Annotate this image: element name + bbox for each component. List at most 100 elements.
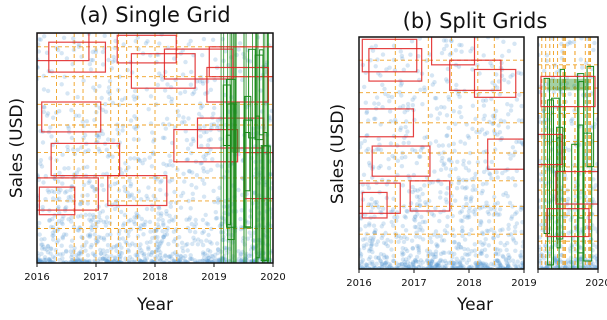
scatter-point [134, 211, 139, 216]
scatter-point [482, 247, 488, 252]
scatter-point [460, 218, 465, 224]
scatter-point [63, 249, 69, 254]
scatter-point [396, 265, 402, 269]
scatter-point [466, 213, 471, 218]
red-box [540, 75, 596, 108]
scatter-point [84, 240, 89, 245]
scatter-point [479, 191, 484, 196]
scatter-point [458, 262, 463, 268]
red-box [206, 66, 269, 103]
scatter-point [475, 160, 481, 165]
scatter-point [422, 88, 427, 93]
scatter-point [472, 212, 478, 217]
scatter-point [451, 260, 456, 266]
scatter-point [74, 253, 79, 258]
scatter-point [373, 227, 378, 233]
scatter-point [517, 92, 522, 98]
x-tick-label: 2017 [83, 272, 108, 283]
scatter-point [190, 91, 195, 97]
scatter-point [161, 121, 166, 127]
scatter-point [205, 222, 211, 227]
scatter-point [438, 167, 444, 172]
scatter-point [368, 261, 373, 266]
scatter-point [114, 248, 119, 253]
scatter-point [216, 257, 221, 262]
scatter-point [508, 232, 514, 237]
scatter-point [427, 249, 433, 254]
scatter-point [563, 264, 568, 269]
scatter-point [446, 94, 451, 100]
scatter-point [538, 247, 542, 253]
scatter-point [116, 102, 122, 108]
scatter-point [457, 110, 462, 115]
scatter-point [81, 78, 86, 83]
scatter-point [160, 259, 165, 263]
scatter-point [146, 245, 151, 250]
scatter-point [43, 173, 48, 179]
scatter-point [403, 263, 409, 268]
scatter-point [205, 253, 210, 258]
scatter-point [470, 187, 475, 193]
scatter-point [126, 194, 131, 199]
scatter-point [432, 95, 438, 101]
scatter-point [466, 214, 472, 220]
scatter-point [380, 263, 385, 268]
scatter-point [66, 195, 72, 200]
scatter-point [78, 213, 84, 218]
scatter-point [578, 230, 583, 235]
scatter-point [416, 264, 421, 269]
scatter-point [213, 216, 219, 221]
scatter-point [475, 264, 481, 269]
scatter-point [137, 158, 143, 163]
green-box [230, 102, 240, 153]
scatter-point [447, 173, 452, 178]
scatter-point [56, 238, 61, 243]
scatter-point [104, 171, 110, 176]
scatter-point [489, 63, 495, 69]
scatter-point [61, 35, 67, 40]
scatter-point [411, 217, 417, 222]
scatter-point [428, 235, 433, 241]
scatter-point [520, 244, 524, 249]
scatter-point [57, 196, 62, 201]
scatter-point [435, 243, 440, 248]
scatter-point [66, 126, 71, 131]
scatter-point [168, 204, 173, 209]
green-box [225, 134, 231, 226]
scatter-point [376, 147, 381, 152]
scatter-point [519, 253, 524, 258]
scatter-point [369, 242, 374, 248]
scatter-point [47, 217, 52, 223]
scatter-point [400, 257, 406, 262]
scatter-point [138, 226, 143, 232]
scatter-point [116, 259, 122, 263]
scatter-point [456, 242, 461, 247]
scatter-point [144, 256, 149, 261]
scatter-point [201, 166, 206, 171]
scatter-point [495, 233, 501, 239]
scatter-point [181, 255, 186, 261]
scatter-point [369, 241, 374, 246]
scatter-point [237, 41, 243, 46]
scatter-point [458, 260, 463, 265]
scatter-point [106, 89, 111, 94]
scatter-point [470, 103, 476, 109]
scatter-point [187, 169, 192, 174]
scatter-point [407, 176, 412, 181]
scatter-point [482, 265, 487, 269]
scatter-point [434, 96, 439, 101]
scatter-point [374, 242, 379, 247]
scatter-point [449, 160, 454, 165]
scatter-point [551, 256, 557, 261]
scatter-point [113, 255, 118, 260]
scatter-point [412, 214, 418, 219]
scatter-point [468, 150, 473, 156]
scatter-point [193, 230, 198, 235]
scatter-point [395, 158, 401, 163]
scatter-point [87, 179, 92, 184]
scatter-point [504, 261, 509, 266]
scatter-point [69, 215, 74, 220]
scatter-point [482, 132, 488, 137]
scatter-point [192, 238, 197, 243]
scatter-point [201, 130, 207, 135]
